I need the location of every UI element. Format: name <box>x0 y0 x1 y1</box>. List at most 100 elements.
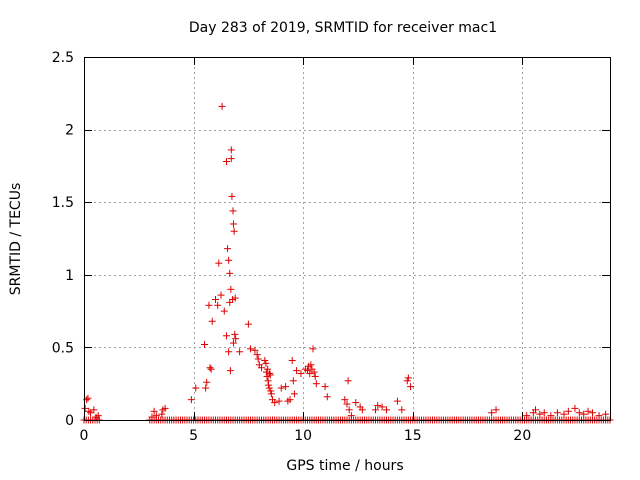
data-point <box>254 355 262 363</box>
data-point <box>152 412 160 420</box>
y-axis-label: SRMTID / TECUs <box>8 183 24 296</box>
data-point <box>306 370 314 378</box>
data-point <box>352 399 360 407</box>
data-point <box>264 365 272 373</box>
data-point <box>286 396 294 404</box>
data-point <box>218 102 226 110</box>
data-point <box>288 356 296 364</box>
data-point <box>251 346 259 354</box>
data-point <box>244 320 252 328</box>
y-tick-labels: 0 0.5 1 1.5 2 2.5 <box>52 50 74 429</box>
x-tick-labels: 0 5 10 15 20 <box>80 428 532 444</box>
data-point <box>266 370 274 378</box>
data-point <box>217 291 225 299</box>
data-point <box>262 368 270 376</box>
data-point <box>230 227 238 235</box>
data-series-srmtid <box>80 102 614 424</box>
data-point <box>290 390 298 398</box>
data-point <box>253 351 261 359</box>
data-point <box>229 339 237 347</box>
x-tick-label: 20 <box>513 428 531 444</box>
data-point <box>564 407 572 415</box>
y-tick-label: 2 <box>65 123 74 139</box>
data-point <box>232 335 240 343</box>
data-point <box>203 378 211 386</box>
data-point <box>226 298 234 306</box>
data-point <box>94 412 102 420</box>
data-point <box>226 269 234 277</box>
data-point <box>265 381 273 389</box>
data-point <box>571 404 579 412</box>
data-point <box>222 158 230 166</box>
plot-frame <box>84 57 611 421</box>
data-point <box>247 345 255 353</box>
x-tick-label: 0 <box>80 428 89 444</box>
x-axis-label: GPS time / hours <box>286 458 403 474</box>
data-point <box>575 409 583 417</box>
data-point <box>225 256 233 264</box>
data-point <box>553 409 561 417</box>
data-point <box>225 348 233 356</box>
data-point <box>224 245 232 253</box>
data-point <box>161 404 169 412</box>
x-tick-label: 10 <box>294 428 312 444</box>
data-point <box>205 301 213 309</box>
data-point <box>560 410 568 418</box>
data-point <box>227 146 235 154</box>
data-point <box>358 406 366 414</box>
data-point <box>208 317 216 325</box>
data-point <box>261 356 269 364</box>
data-point <box>277 384 285 392</box>
axis-ticks <box>84 57 610 421</box>
data-point <box>341 396 349 404</box>
chart-title: Day 283 of 2019, SRMTID for receiver mac… <box>189 20 497 36</box>
data-point <box>312 380 320 388</box>
data-point <box>267 390 275 398</box>
data-point <box>228 192 236 200</box>
y-tick-label: 2.5 <box>52 50 74 66</box>
data-point <box>85 407 93 415</box>
data-point <box>236 348 244 356</box>
y-tick-label: 0.5 <box>52 340 74 356</box>
data-point <box>227 155 235 163</box>
y-tick-label: 1 <box>65 268 74 284</box>
data-point <box>265 384 273 392</box>
data-point <box>206 364 214 372</box>
x-tick-label: 5 <box>189 428 198 444</box>
data-point <box>150 407 158 415</box>
data-point <box>382 406 390 414</box>
data-point <box>262 359 270 367</box>
data-point <box>84 394 92 402</box>
data-point <box>282 383 290 391</box>
data-point <box>307 361 315 369</box>
data-point <box>547 412 555 420</box>
data-point <box>207 365 215 373</box>
data-point <box>393 397 401 405</box>
data-point <box>321 383 329 391</box>
data-point <box>309 345 317 353</box>
y-tick-label: 0 <box>65 413 74 429</box>
data-point <box>345 406 353 414</box>
data-point <box>488 409 496 417</box>
data-point <box>220 307 228 315</box>
data-point <box>266 371 274 379</box>
data-point <box>371 406 379 414</box>
data-point <box>214 301 222 309</box>
data-point <box>595 412 603 420</box>
data-point <box>297 370 305 378</box>
data-point <box>347 412 355 420</box>
x-tick-label: 15 <box>404 428 422 444</box>
data-point <box>540 409 548 417</box>
data-point <box>374 401 382 409</box>
data-point <box>148 413 156 421</box>
y-tick-label: 1.5 <box>52 195 74 211</box>
data-point <box>523 412 531 420</box>
data-point <box>310 368 318 376</box>
data-point <box>404 374 412 382</box>
data-point <box>192 384 200 392</box>
data-point <box>267 387 275 395</box>
data-point <box>323 393 331 401</box>
data-point <box>311 372 319 380</box>
data-point <box>202 384 210 392</box>
